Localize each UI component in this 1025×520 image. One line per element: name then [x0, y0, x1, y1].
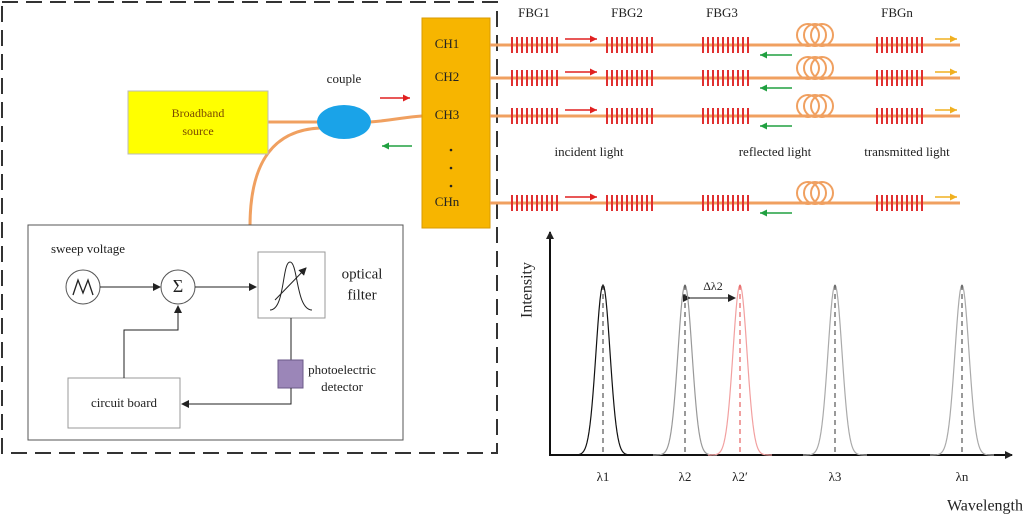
- light-arrow-head: [403, 94, 410, 102]
- light-label: reflected light: [739, 144, 812, 159]
- fiber-coil: [810, 56, 834, 80]
- fiber-coil: [803, 181, 827, 205]
- channel-label: CHn: [435, 194, 460, 209]
- sweep-wave: [72, 278, 94, 296]
- light-arrow-head: [760, 209, 767, 217]
- circuit-board: [67, 377, 181, 429]
- detector-label: photoelectric: [308, 362, 376, 377]
- circuit-label: circuit board: [91, 395, 158, 410]
- channel-label: CH3: [435, 107, 460, 122]
- light-arrow-head: [382, 142, 389, 150]
- fiber-coil: [810, 94, 834, 118]
- fiber-coil: [810, 23, 834, 47]
- ellipsis-dot: [449, 148, 453, 152]
- peak-label: λ3: [829, 469, 842, 484]
- dashed-frame: [1, 1, 498, 454]
- light-arrow-head: [760, 51, 767, 59]
- broadband-source: [127, 90, 269, 155]
- light-arrow-head: [950, 35, 957, 43]
- x-axis-label: Wavelength: [947, 498, 1023, 515]
- peak-label: λn: [956, 469, 969, 484]
- fiber-coil: [810, 181, 834, 205]
- signal-arrow: [181, 388, 292, 408]
- source-label: Broadband: [172, 106, 225, 120]
- peak-label: λ2: [679, 469, 692, 484]
- sweep-source: [65, 269, 101, 305]
- light-arrow-head: [950, 106, 957, 114]
- fbg-label: FBG2: [611, 5, 643, 20]
- fiber-coil: [803, 94, 827, 118]
- light-arrow-head: [950, 193, 957, 201]
- photodetector: [277, 359, 304, 389]
- fiber-coil: [796, 94, 820, 118]
- light-arrow-head: [590, 193, 597, 201]
- coupler: [317, 105, 371, 139]
- fiber-coil: [803, 23, 827, 47]
- optical-filter: [257, 251, 326, 319]
- sweep-label: sweep voltage: [51, 241, 125, 256]
- detector-label: detector: [321, 379, 364, 394]
- light-label: transmitted light: [864, 144, 950, 159]
- channel-label: CH1: [435, 36, 460, 51]
- filter-tune: [274, 267, 307, 301]
- ellipsis-dot: [449, 184, 453, 188]
- peak-label: λ1: [597, 469, 610, 484]
- light-arrow-head: [590, 35, 597, 43]
- summer-symbol: Σ: [173, 276, 183, 296]
- channel-box: [421, 17, 491, 229]
- light-arrow-head: [590, 106, 597, 114]
- light-arrow-head: [760, 122, 767, 130]
- channel-label: CH2: [435, 69, 460, 84]
- signal-arrow: [123, 305, 182, 378]
- fiber-coil: [796, 181, 820, 205]
- fbg-label: FBG1: [518, 5, 550, 20]
- ellipsis-dot: [449, 166, 453, 170]
- filter-curve: [269, 261, 313, 311]
- light-arrow-head: [950, 68, 957, 76]
- filter-label: filter: [347, 287, 376, 303]
- fiber-coil: [803, 56, 827, 80]
- fbg-label: FBGn: [881, 5, 913, 20]
- peaks: λ1 λ2 λ2′ λ3 λn: [571, 283, 994, 484]
- source-label: source: [182, 124, 213, 138]
- coupler-label: couple: [327, 71, 362, 86]
- light-arrow-head: [590, 68, 597, 76]
- y-axis-label: Intensity: [519, 262, 536, 318]
- light-arrow-head: [760, 84, 767, 92]
- fiber-coil: [796, 23, 820, 47]
- fiber: [369, 114, 423, 124]
- fiber-coil: [796, 56, 820, 80]
- light-label: incident light: [555, 144, 624, 159]
- filter-label: optical: [342, 266, 383, 282]
- fbg-label: FBG3: [706, 5, 738, 20]
- peak-label: λ2′: [732, 469, 748, 484]
- shift-label: Δλ2: [703, 279, 723, 293]
